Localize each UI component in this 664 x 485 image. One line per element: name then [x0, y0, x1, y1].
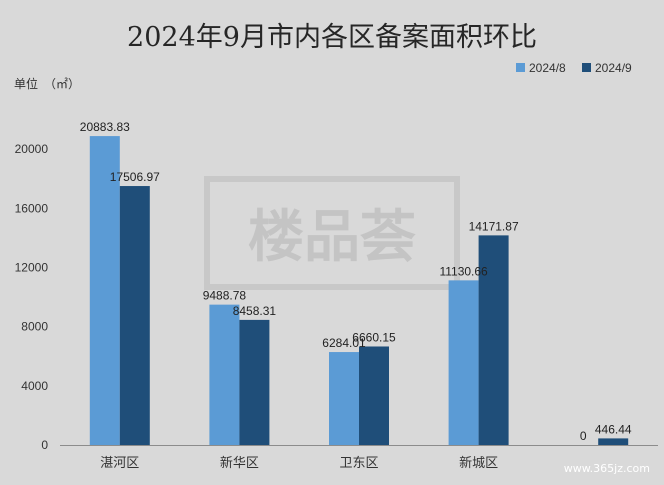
data-label: 11130.66: [439, 264, 488, 278]
data-label: 14171.87: [469, 219, 519, 233]
bar: [209, 304, 240, 445]
data-label: 8458.31: [233, 304, 277, 318]
bar: [448, 280, 479, 445]
bar: [89, 136, 120, 445]
chart-title: 2024年9月市内各区备案面积环比: [127, 22, 537, 53]
watermark: 楼品荟: [204, 176, 460, 290]
bar: [239, 319, 270, 445]
category-label: 湛河区: [100, 456, 139, 471]
y-tick-label: 12000: [15, 261, 49, 275]
bar: [478, 235, 509, 445]
category-label: 新城区: [459, 455, 498, 471]
y-tick-label: 0: [41, 438, 48, 452]
bar: [119, 186, 150, 446]
data-label: 446.44: [595, 422, 632, 436]
bars: [89, 136, 629, 446]
data-label: 17506.97: [110, 170, 160, 184]
y-tick-label: 16000: [15, 201, 49, 215]
y-axis: 0 4000 8000 12000 16000 20000: [15, 142, 49, 452]
legend-swatch: [516, 63, 525, 72]
legend-label: 2024/8: [529, 61, 566, 75]
data-label: 9488.78: [203, 289, 247, 303]
y-tick-label: 8000: [21, 320, 48, 334]
x-axis: 湛河区 新华区 卫东区 新城区: [60, 445, 658, 471]
bar: [329, 352, 359, 445]
data-label: 6660.15: [352, 330, 396, 344]
data-label: 0: [580, 429, 587, 443]
legend-swatch: [582, 63, 591, 72]
bar: [359, 346, 389, 445]
corner-watermark: www.365jz.com: [564, 462, 650, 475]
bar: [598, 438, 629, 445]
legend-label: 2024/9: [595, 61, 632, 75]
unit-label: 单位 （㎡）: [14, 76, 80, 91]
watermark-frame: [204, 176, 460, 290]
category-label: 卫东区: [339, 456, 378, 471]
data-label: 20883.83: [80, 120, 130, 134]
y-tick-label: 4000: [21, 379, 48, 393]
watermark-text: 楼品荟: [248, 205, 416, 270]
legend: 2024/8 2024/9: [516, 61, 632, 75]
y-tick-label: 20000: [15, 142, 49, 156]
category-label: 新华区: [220, 455, 259, 471]
data-label: 6284.01: [322, 336, 366, 350]
